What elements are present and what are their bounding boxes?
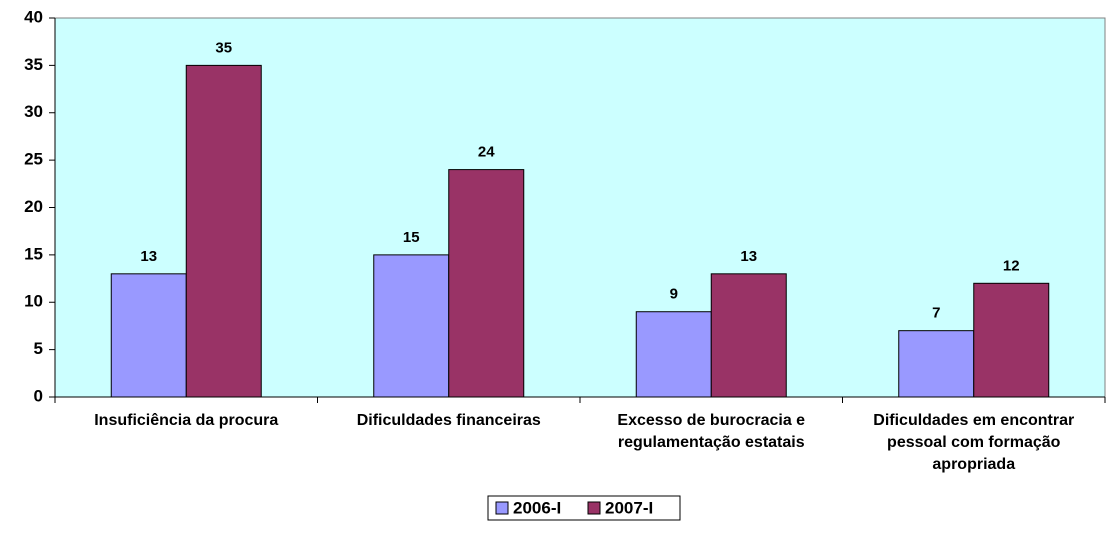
data-label: 24: [478, 144, 495, 161]
legend-label: 2006-I: [513, 498, 561, 517]
data-label: 35: [215, 39, 232, 56]
y-tick-label: 15: [24, 244, 43, 263]
bar: [898, 330, 975, 398]
legend-swatch: [587, 501, 601, 515]
data-label: 12: [1003, 257, 1020, 274]
x-tick-label: Dificuldades em encontrar pessoal com fo…: [873, 412, 1075, 473]
y-tick-label: 40: [24, 7, 43, 26]
bar: [373, 254, 450, 398]
y-tick-label: 0: [34, 386, 43, 405]
x-tick-label: Insuficiência da procura: [94, 412, 279, 429]
legend-box: [487, 495, 681, 521]
data-label: 13: [140, 248, 157, 265]
bar: [973, 282, 1050, 398]
data-label: 9: [670, 286, 678, 303]
x-tick-label: Excesso de burocracia e regulamentação e…: [617, 412, 806, 451]
bar: [635, 311, 712, 398]
x-tick-label: Dificuldades financeiras: [356, 412, 541, 429]
y-tick-label: 30: [24, 102, 43, 121]
bar: [110, 273, 187, 398]
data-label: 15: [403, 229, 420, 246]
bar: [448, 169, 525, 398]
y-tick-label: 5: [34, 339, 43, 358]
y-tick-label: 35: [24, 55, 43, 74]
y-tick-label: 25: [24, 150, 43, 169]
data-label: 7: [932, 305, 940, 322]
y-tick-label: 20: [24, 197, 43, 216]
y-tick-label: 10: [24, 292, 43, 311]
bar: [710, 273, 787, 398]
legend-swatch: [495, 501, 509, 515]
bar: [185, 64, 262, 398]
data-label: 13: [740, 248, 757, 265]
legend-label: 2007-I: [605, 498, 653, 517]
